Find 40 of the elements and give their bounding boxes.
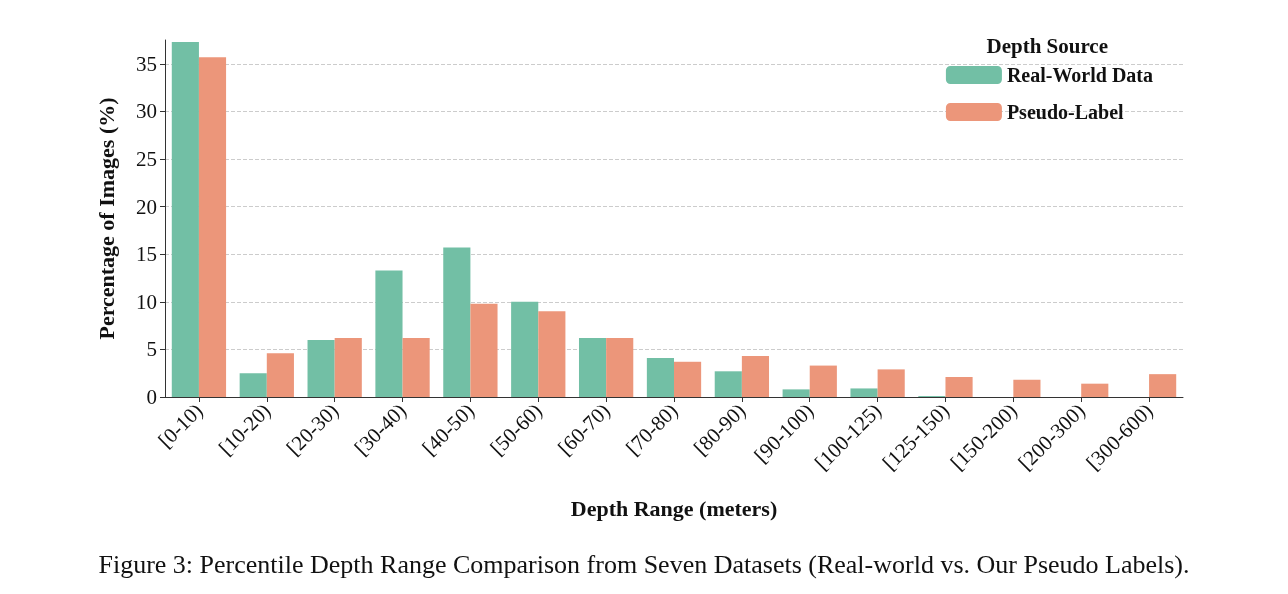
y-tick-label: 20 [136,194,157,219]
bar [782,389,810,397]
bar [606,337,634,397]
y-tick-label: 35 [136,51,157,76]
bar [1013,379,1041,397]
y-axis-title: Percentage of Images (%) [93,97,119,340]
bar [511,301,539,397]
bar [877,369,905,397]
y-tick-label: 5 [146,337,157,362]
legend-title: Depth Source [986,33,1108,58]
y-tick-label: 30 [136,99,157,124]
bar [239,373,267,397]
bar [334,337,362,397]
bar [443,247,471,397]
bar [945,377,973,397]
bar [578,337,607,397]
bar [198,57,227,397]
bar [714,371,742,397]
y-tick-label: 0 [146,385,157,409]
caption: Figure 3: Percentile Depth Range Comparison from Seven Datasets (Real-world vs. Our Pseudo Labels). [98,549,1190,579]
bar [307,339,335,397]
bar [646,357,674,397]
bar [171,41,199,397]
y-tick-label: 15 [136,242,157,267]
bar [850,388,878,397]
y-tick-label: 25 [136,147,157,171]
bar [375,270,403,397]
bar [470,303,498,397]
bar [538,311,566,397]
bar [1081,383,1109,397]
legend-label: Real-World Data [1006,64,1153,86]
x-axis-title: Depth Range (meters) [570,495,778,521]
bar [1149,374,1177,397]
y-tick-label: 10 [136,289,157,314]
bar [741,356,770,397]
bar [402,337,430,397]
bar [266,353,294,397]
bar [674,361,702,397]
bar [809,365,837,397]
legend-label: Pseudo-Label [1006,101,1125,123]
